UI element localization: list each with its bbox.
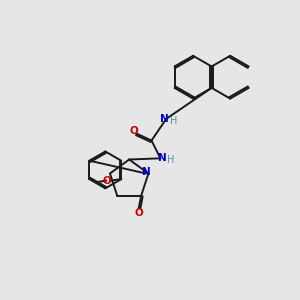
Text: N: N [142, 167, 150, 177]
Text: H: H [170, 116, 178, 126]
Text: O: O [130, 126, 139, 136]
Text: O: O [134, 208, 143, 218]
Text: O: O [102, 176, 111, 186]
Text: H: H [167, 155, 175, 165]
Text: N: N [158, 153, 166, 163]
Text: N: N [160, 114, 168, 124]
